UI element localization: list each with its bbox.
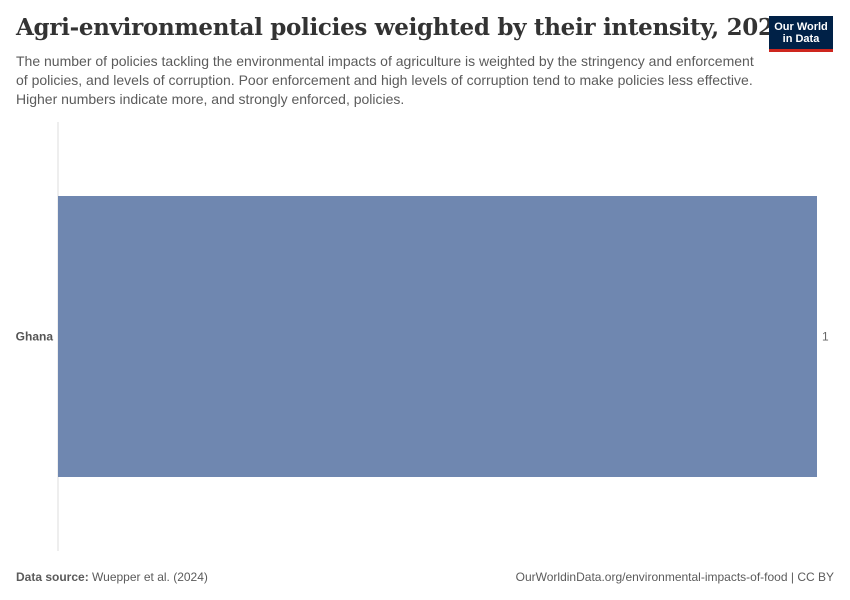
- data-source: Data source: Wuepper et al. (2024): [16, 570, 208, 584]
- data-source-link[interactable]: Wuepper et al. (2024): [92, 570, 208, 584]
- value-label: 1: [822, 330, 829, 344]
- category-label: Ghana: [16, 330, 54, 344]
- bar-chart: Ghana 1: [16, 122, 829, 551]
- footer-url[interactable]: OurWorldinData.org/environmental-impacts…: [515, 570, 834, 584]
- owid-logo[interactable]: Our World in Data: [769, 16, 833, 52]
- chart-title: Agri-environmental policies weighted by …: [16, 14, 790, 41]
- logo-line-2: in Data: [782, 32, 820, 45]
- bar-ghana[interactable]: [58, 196, 817, 477]
- data-source-label: Data source:: [16, 570, 89, 584]
- chart-subtitle: The number of policies tackling the envi…: [16, 53, 754, 107]
- logo-line-1: Our World: [774, 20, 828, 33]
